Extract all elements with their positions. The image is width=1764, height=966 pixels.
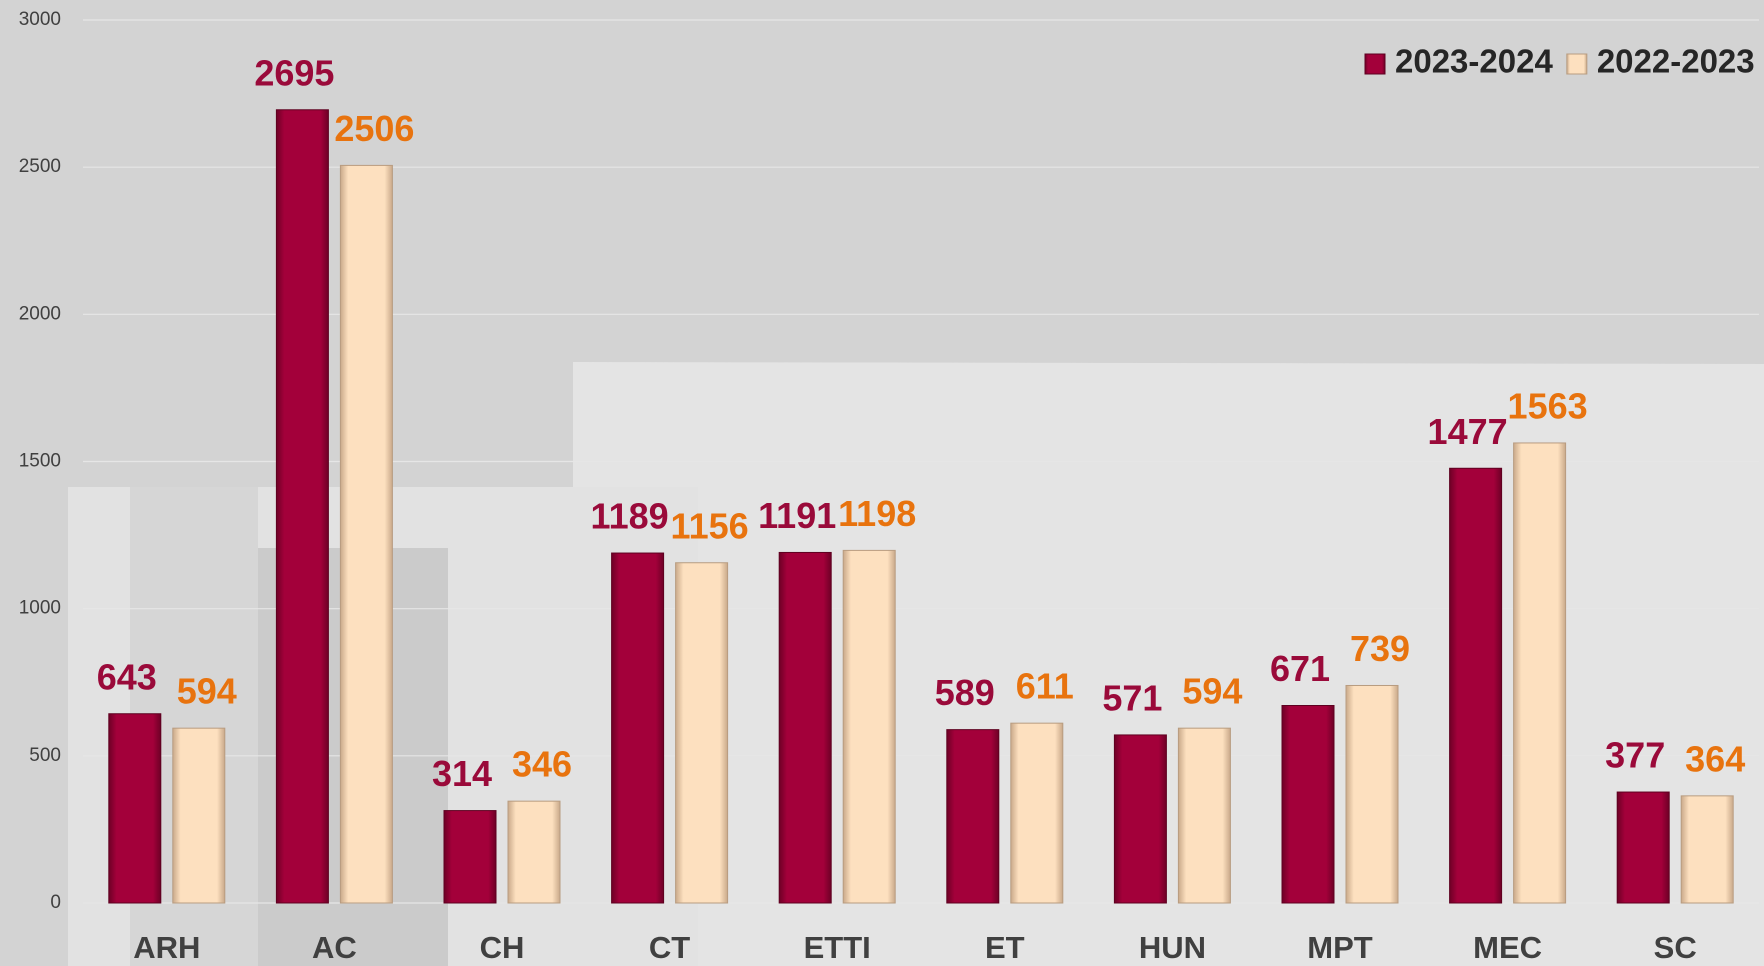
x-tick-label: ETTI <box>804 930 871 965</box>
bar <box>443 810 497 904</box>
bar <box>946 729 1000 904</box>
data-label: 594 <box>177 671 237 712</box>
y-tick-label: 1500 <box>19 451 61 472</box>
legend-marker <box>1566 53 1588 75</box>
y-tick-label: 2000 <box>19 303 61 324</box>
y-tick-label: 1000 <box>19 598 61 619</box>
bar <box>842 549 896 904</box>
bar <box>1680 795 1734 904</box>
bar <box>611 552 665 904</box>
legend-label: 2023-2024 <box>1395 43 1553 80</box>
data-label: 377 <box>1605 735 1665 776</box>
bar <box>507 800 561 904</box>
x-tick-label: AC <box>312 930 357 965</box>
data-label: 2506 <box>334 108 414 149</box>
bar <box>1177 727 1231 904</box>
data-label: 671 <box>1270 648 1330 689</box>
data-label: 364 <box>1685 738 1745 779</box>
bar <box>108 713 162 904</box>
y-tick-label: 500 <box>29 745 61 766</box>
data-label: 643 <box>97 656 157 697</box>
x-tick-label: ARH <box>133 930 200 965</box>
bar <box>1345 684 1399 904</box>
data-label: 571 <box>1102 677 1162 718</box>
data-label: 739 <box>1350 628 1410 669</box>
bar <box>675 562 729 904</box>
x-tick-label: ET <box>985 930 1025 965</box>
data-label: 1191 <box>758 495 836 536</box>
bar <box>275 109 329 904</box>
bar <box>1449 467 1503 904</box>
bar <box>1010 722 1064 904</box>
bar <box>172 727 226 904</box>
data-label: 594 <box>1182 671 1242 712</box>
x-tick-label: MPT <box>1307 930 1373 965</box>
legend-label: 2022-2023 <box>1597 43 1755 80</box>
y-tick-label: 3000 <box>19 9 61 30</box>
data-label: 1198 <box>838 493 916 534</box>
bg-shape <box>573 362 1764 966</box>
data-label: 2695 <box>254 52 334 93</box>
data-label: 611 <box>1016 666 1074 707</box>
x-tick-label: CT <box>649 930 690 965</box>
bar <box>778 551 832 904</box>
data-label: 589 <box>935 672 995 713</box>
bar <box>1513 442 1567 904</box>
x-tick-label: HUN <box>1139 930 1206 965</box>
x-tick-label: MEC <box>1473 930 1542 965</box>
bar <box>339 164 393 904</box>
y-tick-label: 0 <box>50 892 61 913</box>
data-label: 1156 <box>671 505 749 546</box>
bar <box>1281 705 1335 904</box>
data-label: 1477 <box>1428 411 1508 452</box>
bar <box>1113 734 1167 904</box>
x-tick-label: SC <box>1654 930 1697 965</box>
data-label: 1563 <box>1508 385 1588 426</box>
y-tick-label: 2500 <box>19 156 61 177</box>
data-label: 1189 <box>591 496 669 537</box>
x-tick-label: CH <box>480 930 525 965</box>
data-label: 346 <box>512 744 572 785</box>
bar <box>1616 791 1670 904</box>
legend-marker <box>1364 53 1386 75</box>
data-label: 314 <box>432 753 492 794</box>
